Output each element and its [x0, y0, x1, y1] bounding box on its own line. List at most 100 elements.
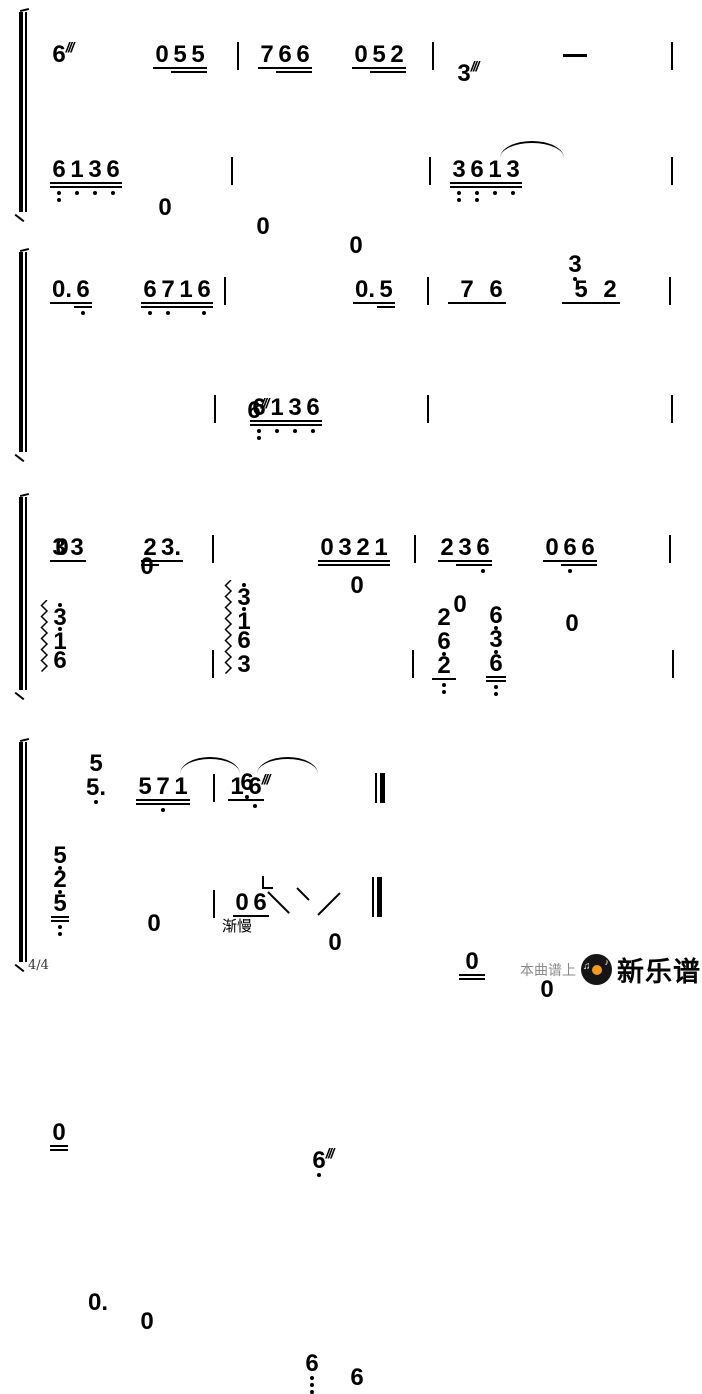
octave-dot — [93, 191, 97, 195]
jianpu-note: 6 — [474, 536, 492, 573]
note-digit-row: 3 — [458, 536, 471, 560]
chord-note: 1 — [51, 627, 69, 655]
sheet-page: 6///0 5 5 7 6 6 0 5 2 3///6 1 3 6 0 0 0 3 6 1 3 3 0. 6 6 7 1 6 6///… — [0, 0, 702, 993]
note-digit-row: 0 — [52, 1121, 65, 1145]
note-digit-row: 0 — [320, 536, 333, 560]
note-digit-row: 0 — [55, 536, 68, 560]
note-digit: 0 — [545, 534, 559, 561]
slur-arc — [180, 757, 240, 774]
note-digit: 7 — [161, 276, 175, 303]
note-digit-row: 6 — [240, 771, 253, 795]
beam-line — [486, 302, 506, 304]
beam-line — [504, 186, 522, 188]
beam-line — [177, 306, 195, 308]
jianpu-note: 6 — [235, 629, 253, 653]
beam-line — [276, 71, 294, 73]
note-digit: 1 — [230, 773, 244, 800]
beam-line — [195, 306, 213, 308]
note-digit-row: 7 — [156, 775, 169, 799]
octave-dot — [242, 583, 246, 587]
jianpu-note: 3 — [450, 158, 468, 202]
octave-dot — [81, 311, 85, 315]
jianpu-note: 0 — [233, 891, 251, 917]
jianpu-note: 0 — [347, 234, 365, 258]
note-digit: 6 — [312, 1147, 326, 1174]
note-digit-row: 0. — [52, 278, 72, 302]
octave-dot — [58, 603, 62, 607]
octave-dot — [573, 277, 577, 281]
note-digit-row: 0. — [355, 278, 375, 302]
beam-line — [154, 803, 172, 805]
barline — [212, 650, 214, 678]
note-digit-row: 0 — [256, 213, 270, 240]
jianpu-note: 2 — [51, 868, 69, 894]
jianpu-note: 0 — [153, 43, 171, 69]
note-digit-row: 3 — [70, 536, 83, 560]
brand-logo-text[interactable]: 新乐谱 — [617, 957, 701, 987]
beam-line — [50, 302, 74, 304]
octave-dot — [275, 429, 279, 433]
note-digit-row: 0 — [235, 891, 248, 915]
jianpu-note: 2 — [600, 276, 620, 304]
jianpu-note: 0 — [145, 912, 163, 936]
beam-line — [474, 564, 492, 566]
octave-dot — [58, 932, 62, 936]
beam-line — [50, 560, 68, 562]
note-digit-row: 2 — [143, 534, 157, 561]
note-digit: 2 — [143, 534, 157, 561]
note-digit-row: 3 — [237, 586, 250, 610]
barline — [212, 535, 214, 563]
final-barline-rule — [375, 773, 377, 803]
note-digit: 6 — [489, 276, 503, 303]
beam-line — [353, 302, 377, 304]
music-note-icon: ♪ — [604, 957, 610, 967]
note-digit-row: 0 — [349, 234, 362, 258]
octave-dot — [111, 191, 115, 195]
jianpu-note: 1 — [228, 773, 246, 801]
note-digit-row: 6 — [306, 394, 320, 421]
octave-dot — [442, 652, 446, 656]
note-digit: 6 — [306, 394, 320, 421]
system-brace-rule — [25, 12, 27, 212]
chord-note: 6 — [487, 604, 505, 630]
beam-line — [86, 182, 104, 184]
chord-stack: 5 5. — [84, 752, 108, 804]
tremolo-icon: /// — [325, 1145, 335, 1161]
system-brace — [19, 497, 27, 690]
note-digit-row: 5 — [89, 752, 102, 776]
note-digit-row: 3 — [489, 628, 502, 652]
note-digit-row: 6/// — [247, 395, 269, 423]
note-digit: 2 — [356, 534, 370, 561]
beam-line — [370, 71, 388, 73]
octave-dot — [166, 311, 170, 315]
glissando-stroke — [296, 887, 310, 901]
note-digit-row: 3 — [506, 158, 519, 182]
note-digit-row: 3 — [237, 653, 250, 677]
note-digit: 1 — [53, 628, 67, 655]
note-digit-row: 0 — [350, 572, 364, 599]
beam-line — [177, 302, 195, 304]
jianpu-note: 3. — [159, 536, 183, 562]
final-barline — [375, 773, 385, 803]
beam-line — [68, 186, 86, 188]
jianpu-note: 6 — [251, 876, 274, 917]
beam-line — [171, 71, 189, 73]
beam-line — [246, 799, 264, 801]
note-digit-row: 1 — [488, 158, 501, 182]
note-digit: 2 — [603, 276, 617, 303]
note-digit: 0 — [354, 41, 368, 68]
chord-note: 1 — [235, 607, 253, 634]
note-digit: 5 — [53, 842, 67, 869]
octave-dot — [94, 800, 98, 804]
beam-line — [579, 560, 597, 562]
octave-dot — [457, 198, 461, 202]
beam-line — [172, 799, 190, 801]
octave-dot — [57, 198, 61, 202]
note-digit: 0 — [350, 572, 364, 599]
note-digit: 0 — [256, 213, 270, 240]
system-brace-rule — [19, 252, 23, 452]
chord-note: 5 — [51, 842, 69, 870]
